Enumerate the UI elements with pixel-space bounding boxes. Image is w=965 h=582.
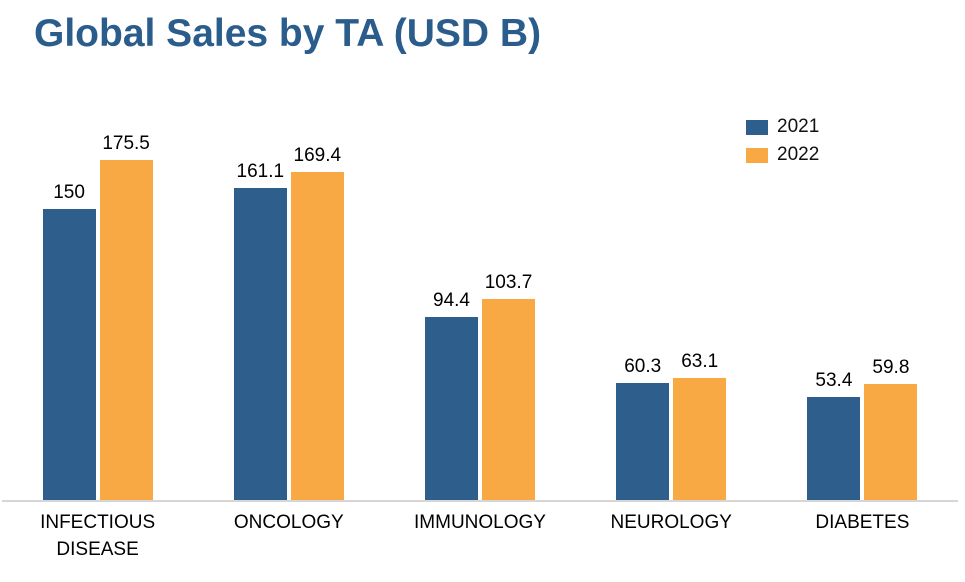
bar-2022-oncology: 169.4: [290, 145, 344, 500]
value-label: 63.1: [681, 351, 719, 372]
bar-2022-neurology: 63.1: [673, 351, 727, 500]
bar-2022-infectious-disease: 175.5: [99, 133, 153, 500]
bar-2021-neurology: 60.3: [616, 356, 670, 500]
bar-2021-immunology: 94.4: [425, 290, 478, 500]
value-label: 150: [53, 182, 85, 203]
bar-2022-diabetes: 59.8: [864, 357, 918, 500]
bar-group-infectious-disease: 150 175.5: [2, 133, 193, 500]
bar-group-neurology: 60.3 63.1: [576, 351, 767, 500]
category-cell: IMMUNOLOGY: [384, 510, 575, 563]
category-cell: DIABETES: [767, 510, 958, 563]
value-label: 60.3: [624, 356, 662, 377]
category-label: ONCOLOGY: [233, 512, 344, 533]
bar-2022-immunology: 103.7: [482, 272, 535, 500]
legend-swatch-2021: [746, 119, 768, 135]
legend-item-2021: 2021: [746, 116, 819, 138]
category-cell: NEUROLOGY: [576, 510, 767, 563]
category-label: NEUROLOGY: [610, 512, 732, 533]
plot-area: 150 175.5 161.1 169.4 94.4 103.7 60.3 63.1 53.4 5…: [2, 125, 958, 500]
category-label: DIABETES: [815, 512, 910, 533]
category-label: IMMUNOLOGY: [414, 512, 546, 533]
category-cell: ONCOLOGY: [193, 510, 384, 563]
value-label: 53.4: [815, 370, 853, 391]
bar-chart: 150 175.5 161.1 169.4 94.4 103.7 60.3 63.1 53.4 5…: [2, 125, 958, 563]
value-label: 175.5: [102, 133, 150, 154]
bar-2021-diabetes: 53.4: [807, 370, 861, 500]
x-axis-line: [2, 500, 958, 502]
value-label: 59.8: [872, 357, 910, 378]
legend: 2021 2022: [746, 116, 819, 166]
category-label: INFECTIOUS DISEASE: [40, 512, 156, 560]
bar-group-diabetes: 53.4 59.8: [767, 357, 958, 500]
legend-item-2022: 2022: [746, 144, 819, 166]
value-label: 103.7: [484, 272, 533, 293]
legend-swatch-2022: [746, 147, 768, 163]
value-label: 161.1: [236, 161, 285, 182]
category-cell: INFECTIOUS DISEASE: [2, 510, 193, 563]
legend-label: 2022: [777, 144, 820, 165]
category-axis: INFECTIOUS DISEASE ONCOLOGY IMMUNOLOGY NEUR…: [2, 510, 958, 563]
value-label: 94.4: [433, 290, 470, 311]
bar-2021-oncology: 161.1: [233, 161, 287, 500]
bar-group-oncology: 161.1 169.4: [193, 145, 384, 500]
chart-title: Global Sales by TA (USD B): [34, 12, 542, 55]
bar-group-immunology: 94.4 103.7: [384, 272, 575, 500]
legend-label: 2021: [777, 116, 820, 137]
bar-2021-infectious-disease: 150: [42, 182, 96, 500]
value-label: 169.4: [293, 145, 342, 166]
